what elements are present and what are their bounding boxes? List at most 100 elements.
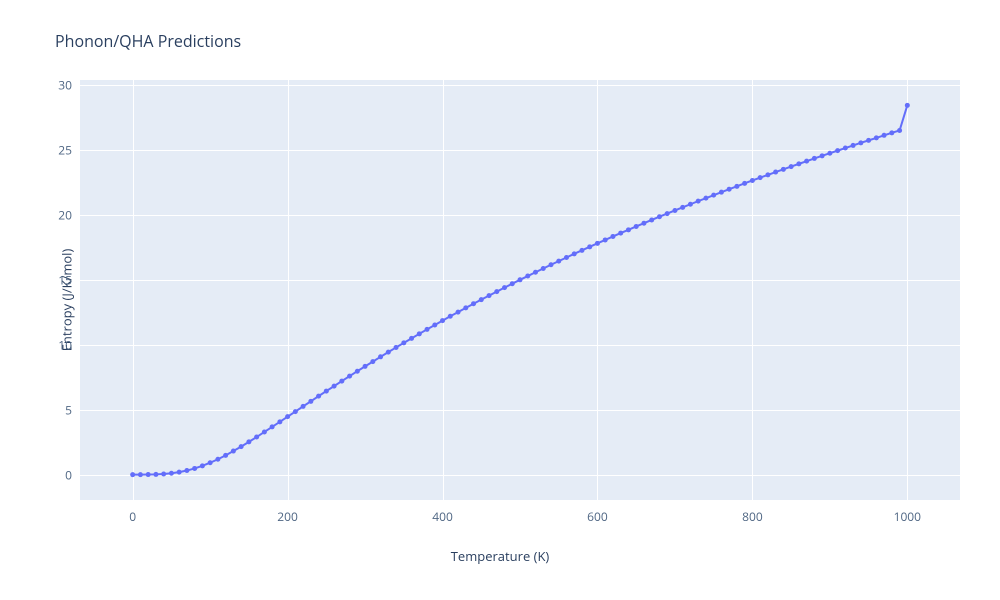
data-marker[interactable] bbox=[138, 472, 143, 477]
data-marker[interactable] bbox=[649, 217, 654, 222]
data-marker[interactable] bbox=[696, 199, 701, 204]
data-marker[interactable] bbox=[804, 159, 809, 164]
data-marker[interactable] bbox=[843, 146, 848, 151]
data-marker[interactable] bbox=[394, 345, 399, 350]
data-marker[interactable] bbox=[742, 181, 747, 186]
data-marker[interactable] bbox=[440, 318, 445, 323]
data-marker[interactable] bbox=[603, 237, 608, 242]
data-marker[interactable] bbox=[231, 449, 236, 454]
data-marker[interactable] bbox=[502, 285, 507, 290]
data-marker[interactable] bbox=[270, 424, 275, 429]
data-marker[interactable] bbox=[750, 178, 755, 183]
data-marker[interactable] bbox=[610, 234, 615, 239]
data-marker[interactable] bbox=[130, 472, 135, 477]
data-marker[interactable] bbox=[409, 336, 414, 341]
data-marker[interactable] bbox=[448, 314, 453, 319]
data-marker[interactable] bbox=[324, 389, 329, 394]
data-marker[interactable] bbox=[905, 103, 910, 108]
data-marker[interactable] bbox=[634, 224, 639, 229]
data-marker[interactable] bbox=[882, 133, 887, 138]
data-marker[interactable] bbox=[541, 266, 546, 271]
data-marker[interactable] bbox=[518, 277, 523, 282]
data-marker[interactable] bbox=[494, 289, 499, 294]
data-marker[interactable] bbox=[463, 305, 468, 310]
data-marker[interactable] bbox=[146, 472, 151, 477]
data-marker[interactable] bbox=[401, 340, 406, 345]
data-marker[interactable] bbox=[789, 164, 794, 169]
data-marker[interactable] bbox=[758, 175, 763, 180]
data-marker[interactable] bbox=[456, 310, 461, 315]
data-marker[interactable] bbox=[587, 244, 592, 249]
data-marker[interactable] bbox=[332, 384, 337, 389]
data-marker[interactable] bbox=[339, 379, 344, 384]
data-marker[interactable] bbox=[308, 399, 313, 404]
data-marker[interactable] bbox=[293, 409, 298, 414]
data-marker[interactable] bbox=[417, 331, 422, 336]
data-marker[interactable] bbox=[239, 444, 244, 449]
data-marker[interactable] bbox=[533, 270, 538, 275]
data-marker[interactable] bbox=[510, 281, 515, 286]
data-marker[interactable] bbox=[184, 468, 189, 473]
data-marker[interactable] bbox=[781, 167, 786, 172]
data-layer[interactable] bbox=[80, 80, 960, 500]
data-marker[interactable] bbox=[254, 435, 259, 440]
data-marker[interactable] bbox=[641, 221, 646, 226]
data-marker[interactable] bbox=[177, 470, 182, 475]
data-marker[interactable] bbox=[796, 161, 801, 166]
data-marker[interactable] bbox=[835, 148, 840, 153]
data-marker[interactable] bbox=[727, 187, 732, 192]
plot-area[interactable] bbox=[80, 80, 960, 500]
data-marker[interactable] bbox=[618, 231, 623, 236]
data-line[interactable] bbox=[133, 105, 908, 474]
data-marker[interactable] bbox=[564, 255, 569, 260]
data-marker[interactable] bbox=[820, 153, 825, 158]
data-marker[interactable] bbox=[355, 369, 360, 374]
data-marker[interactable] bbox=[897, 128, 902, 133]
data-marker[interactable] bbox=[889, 130, 894, 135]
data-marker[interactable] bbox=[680, 205, 685, 210]
data-marker[interactable] bbox=[657, 214, 662, 219]
data-marker[interactable] bbox=[363, 364, 368, 369]
data-marker[interactable] bbox=[672, 208, 677, 213]
data-marker[interactable] bbox=[479, 297, 484, 302]
data-marker[interactable] bbox=[719, 190, 724, 195]
data-marker[interactable] bbox=[595, 241, 600, 246]
data-marker[interactable] bbox=[827, 151, 832, 156]
data-marker[interactable] bbox=[277, 419, 282, 424]
data-marker[interactable] bbox=[262, 429, 267, 434]
data-marker[interactable] bbox=[812, 156, 817, 161]
data-marker[interactable] bbox=[866, 138, 871, 143]
data-marker[interactable] bbox=[572, 251, 577, 256]
data-marker[interactable] bbox=[548, 262, 553, 267]
data-marker[interactable] bbox=[851, 143, 856, 148]
data-marker[interactable] bbox=[487, 293, 492, 298]
data-marker[interactable] bbox=[347, 374, 352, 379]
data-marker[interactable] bbox=[215, 457, 220, 462]
data-marker[interactable] bbox=[192, 466, 197, 471]
data-marker[interactable] bbox=[711, 193, 716, 198]
data-marker[interactable] bbox=[386, 350, 391, 355]
data-marker[interactable] bbox=[626, 227, 631, 232]
data-marker[interactable] bbox=[525, 274, 530, 279]
data-marker[interactable] bbox=[153, 472, 158, 477]
data-marker[interactable] bbox=[425, 327, 430, 332]
data-marker[interactable] bbox=[579, 248, 584, 253]
data-marker[interactable] bbox=[432, 322, 437, 327]
data-marker[interactable] bbox=[200, 463, 205, 468]
data-marker[interactable] bbox=[874, 135, 879, 140]
data-marker[interactable] bbox=[703, 196, 708, 201]
data-marker[interactable] bbox=[370, 359, 375, 364]
data-marker[interactable] bbox=[734, 184, 739, 189]
data-marker[interactable] bbox=[773, 170, 778, 175]
data-marker[interactable] bbox=[858, 140, 863, 145]
data-marker[interactable] bbox=[316, 394, 321, 399]
data-marker[interactable] bbox=[285, 414, 290, 419]
data-marker[interactable] bbox=[301, 404, 306, 409]
data-marker[interactable] bbox=[665, 211, 670, 216]
data-marker[interactable] bbox=[208, 460, 213, 465]
data-marker[interactable] bbox=[223, 453, 228, 458]
data-marker[interactable] bbox=[765, 172, 770, 177]
data-marker[interactable] bbox=[169, 471, 174, 476]
data-marker[interactable] bbox=[161, 472, 166, 477]
data-marker[interactable] bbox=[246, 439, 251, 444]
